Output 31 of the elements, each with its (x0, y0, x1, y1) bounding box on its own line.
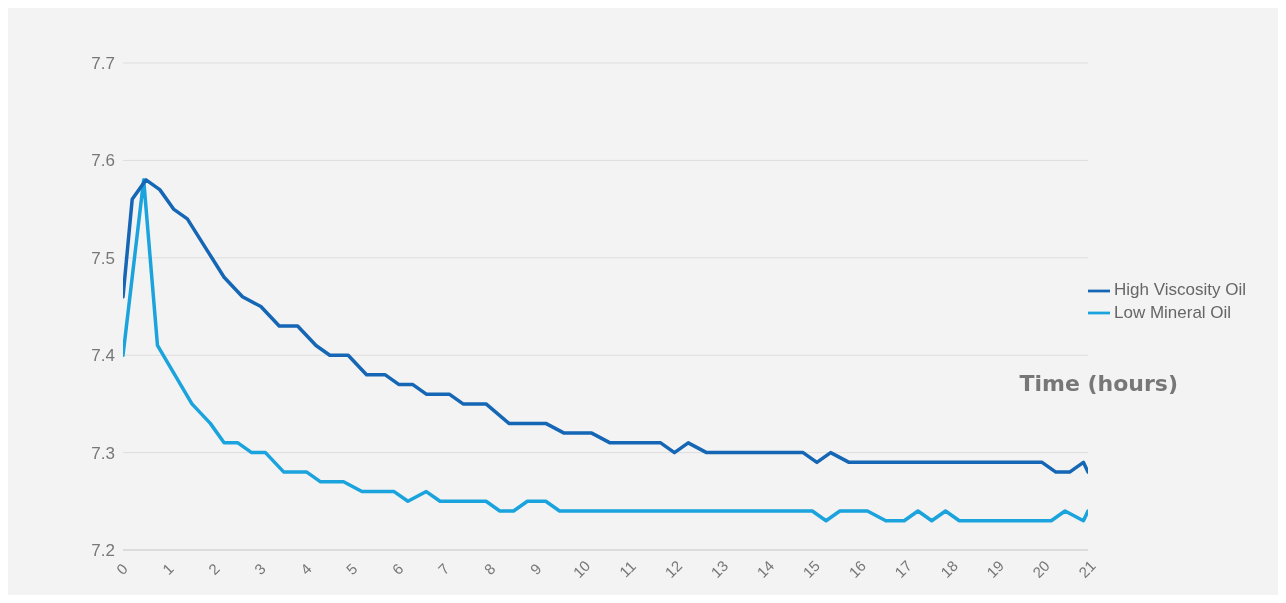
x-tick-label: 13 (707, 557, 732, 581)
x-tick-label: 15 (799, 557, 824, 581)
y-tick-label: 7.2 (91, 541, 115, 561)
x-tick-label: 21 (1075, 557, 1099, 581)
x-tick-label: 20 (1029, 557, 1053, 581)
x-tick-label: 6 (388, 559, 407, 578)
legend-label: Low Mineral Oil (1114, 302, 1232, 322)
x-tick-label: 19 (983, 557, 1007, 581)
x-tick-label: 10 (569, 557, 594, 581)
x-tick-label: 17 (891, 557, 916, 581)
legend-label: High Viscosity Oil (1114, 279, 1246, 299)
x-tick-label: 14 (753, 557, 778, 581)
x-tick-label: 11 (615, 557, 639, 581)
y-tick-label: 7.5 (91, 248, 115, 268)
y-tick-label: 7.6 (91, 151, 115, 171)
x-tick-label: 7 (434, 559, 453, 578)
x-tick-label: 8 (480, 559, 499, 578)
x-tick-label: 12 (661, 557, 686, 581)
y-tick-label: 7.7 (91, 54, 115, 74)
x-tick-label: 2 (204, 559, 223, 578)
x-tick-label: 18 (937, 557, 961, 581)
x-tick-label: 0 (112, 559, 131, 578)
y-tick-label: 7.4 (91, 346, 115, 366)
x-tick-label: 9 (526, 559, 545, 578)
x-tick-label: 4 (296, 559, 315, 578)
x-axis-title: Time (hours) (1019, 370, 1178, 396)
y-tick-label: 7.3 (91, 443, 115, 463)
x-tick-label: 16 (845, 557, 870, 581)
x-tick-label: 3 (250, 559, 269, 578)
x-tick-label: 1 (158, 559, 177, 578)
x-tick-label: 5 (342, 559, 361, 578)
